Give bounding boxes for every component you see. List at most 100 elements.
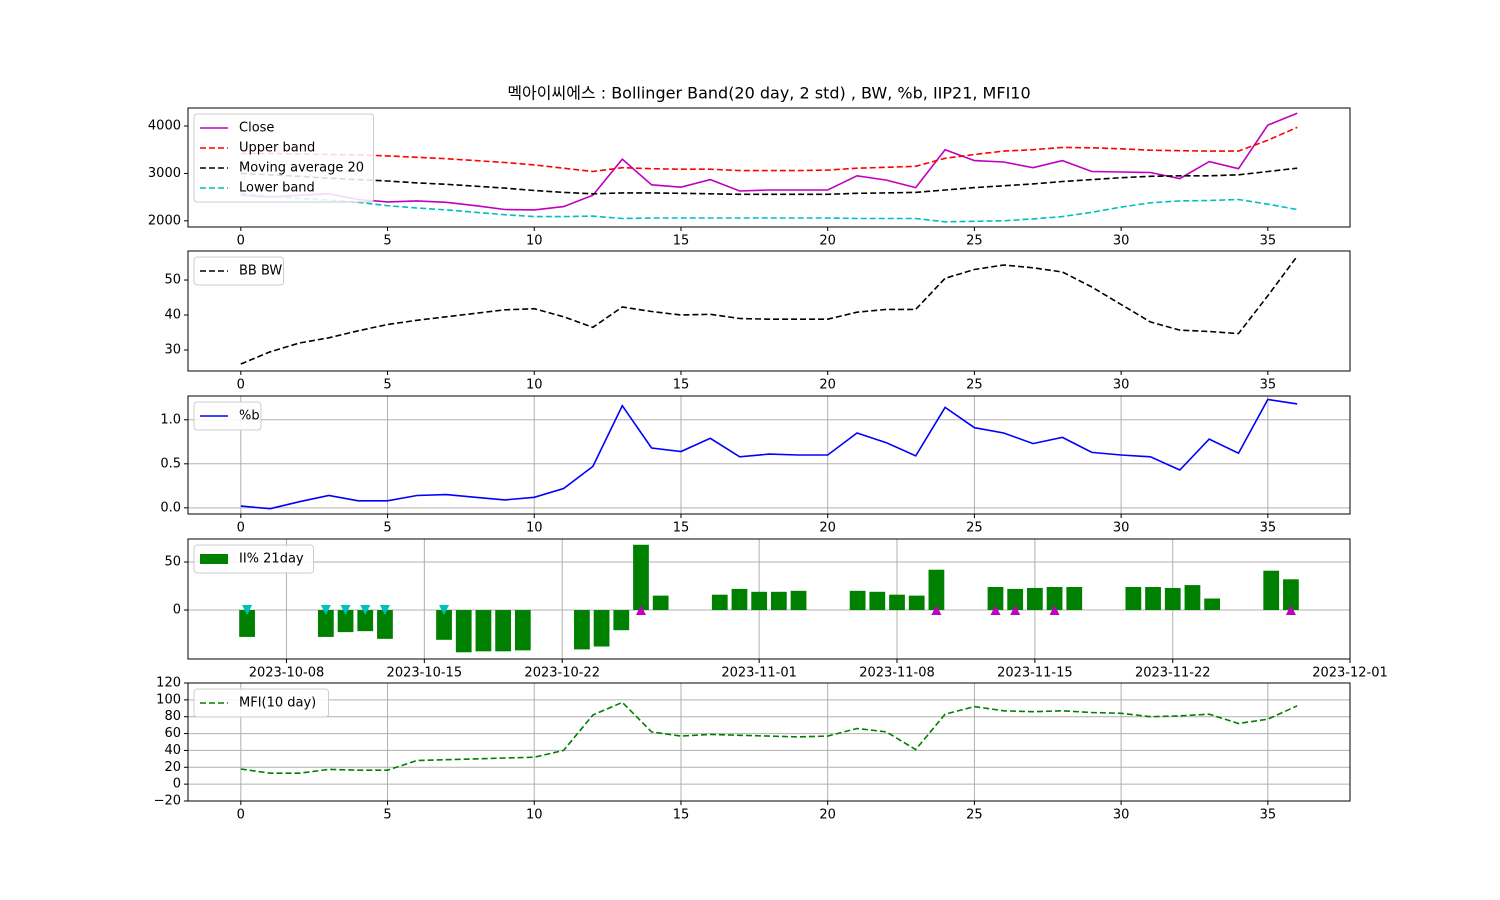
signal-marker: [990, 605, 1001, 616]
x-tick-label: 35: [1260, 808, 1277, 823]
axes-frame: [187, 682, 1351, 802]
y-tick-label: 20: [164, 760, 181, 775]
signal-marker: [242, 605, 253, 616]
signal-marker: [360, 605, 371, 616]
y-tick-label: 50: [164, 273, 181, 288]
legend-box: [193, 256, 284, 286]
y-tick-label: 0.5: [160, 456, 181, 471]
x-tick-label: 30: [1113, 378, 1130, 393]
legend-label: MFI(10 day): [239, 696, 316, 711]
bar: [436, 610, 452, 640]
x-tick-label: 10: [526, 808, 543, 823]
x-tick-label: 10: [526, 378, 543, 393]
panel: 2023-10-08 2023-10-15 2023-10-22 2023-11-01…: [164, 538, 1388, 681]
signal-marker: [635, 605, 646, 616]
axes-frame: [187, 107, 1351, 228]
bar: [1027, 587, 1043, 611]
x-tick-label: 2023-10-22: [524, 666, 600, 681]
x-tick-label: 20: [819, 521, 836, 536]
x-tick-label: 25: [966, 234, 983, 249]
bar: [770, 591, 787, 611]
bar: [613, 610, 630, 631]
bar: [593, 610, 610, 647]
x-tick-label: 0: [237, 378, 245, 393]
bar: [1007, 588, 1024, 611]
data-line: [240, 126, 1298, 173]
y-tick-label: 3000: [148, 166, 181, 181]
x-tick-label: 2023-11-08: [859, 666, 935, 681]
bar: [1184, 585, 1201, 611]
chart-title: 멕아이씨에스 : Bollinger Band(20 day, 2 std) ,…: [507, 84, 1030, 103]
y-tick-label: 40: [164, 308, 181, 323]
y-tick-label: 1.0: [160, 412, 181, 427]
y-tick-label: 4000: [148, 119, 181, 134]
legend-label: BB BW: [239, 264, 282, 279]
bar: [495, 610, 511, 652]
legend-box: [193, 544, 314, 574]
y-tick-label: 50: [164, 555, 181, 570]
y-tick-label: 80: [164, 709, 181, 724]
bar: [1204, 598, 1221, 611]
legend-label: II% 21day: [239, 552, 304, 567]
panel: 0 5 10 15 20 25 30 35 30 40 50 BB BW: [164, 250, 1351, 393]
x-tick-label: 0: [237, 521, 245, 536]
axes-frame: [187, 395, 1351, 515]
x-tick-label: 0: [237, 234, 245, 249]
bar: [455, 610, 472, 653]
bar: [987, 587, 1004, 611]
y-tick-label: 100: [156, 692, 181, 707]
panel: 0 5 10 15 20 25 30 35 2000 3000 4000 Close Upper ban…: [148, 107, 1351, 249]
signal-marker: [931, 605, 942, 616]
panel: 0 5 10 15 20 25 30 35 0.0 0.5 1.0 %b: [160, 395, 1351, 536]
bar: [1283, 579, 1299, 611]
x-tick-label: 20: [819, 234, 836, 249]
bar: [1066, 587, 1083, 611]
x-tick-label: 2023-11-01: [721, 666, 797, 681]
x-tick-label: 35: [1260, 378, 1277, 393]
signal-marker: [340, 605, 351, 616]
x-tick-label: 5: [383, 234, 391, 249]
bar: [1145, 587, 1161, 611]
data-line: [240, 255, 1298, 365]
y-tick-label: 2000: [148, 213, 181, 228]
bar: [790, 590, 807, 611]
axes-frame: [187, 250, 1351, 372]
legend-label: Lower band: [239, 181, 315, 196]
legend-box: [193, 113, 374, 203]
bar: [1164, 587, 1181, 611]
bar: [337, 610, 354, 633]
x-tick-label: 2023-11-15: [997, 666, 1073, 681]
bar: [889, 594, 905, 611]
x-tick-label: 5: [383, 378, 391, 393]
y-tick-label: 0: [173, 777, 181, 792]
signal-marker: [1010, 605, 1021, 616]
x-tick-label: 2023-12-01: [1312, 666, 1388, 681]
plot-area: [239, 544, 1299, 653]
bar: [908, 595, 925, 611]
bar: [239, 610, 255, 637]
x-tick-label: 15: [673, 808, 690, 823]
bar: [1263, 570, 1280, 611]
bar: [377, 610, 393, 639]
x-tick-label: 25: [966, 378, 983, 393]
legend-label: Upper band: [239, 141, 315, 156]
x-tick-label: 35: [1260, 234, 1277, 249]
x-tick-label: 2023-10-08: [249, 666, 325, 681]
signal-marker: [1285, 605, 1296, 616]
plot-area: [240, 112, 1298, 223]
x-tick-label: 2023-10-15: [387, 666, 463, 681]
y-tick-label: −20: [154, 794, 181, 809]
bar: [1125, 587, 1142, 611]
x-tick-label: 30: [1113, 521, 1130, 536]
x-tick-label: 5: [383, 808, 391, 823]
data-line: [240, 192, 1298, 223]
plot-area: [240, 701, 1298, 774]
signal-marker: [379, 605, 390, 616]
x-tick-label: 15: [673, 378, 690, 393]
y-tick-label: 30: [164, 343, 181, 358]
y-tick-label: 0: [173, 603, 181, 618]
legend-label: %b: [239, 409, 260, 424]
y-tick-label: 40: [164, 743, 181, 758]
